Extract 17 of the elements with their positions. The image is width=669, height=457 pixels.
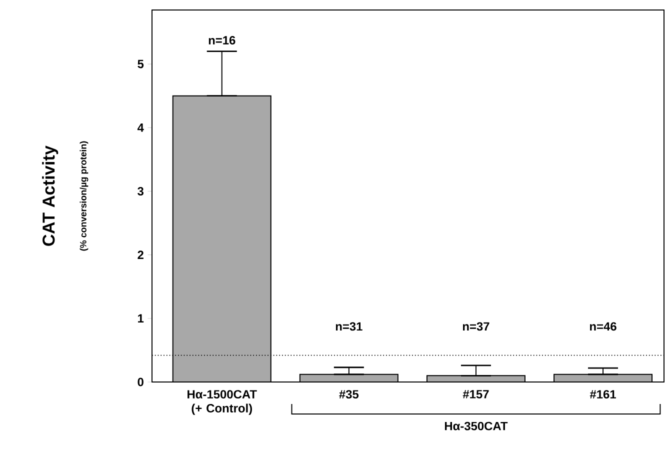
annotation: n=16 — [208, 36, 236, 45]
y-tick-label: 3 — [138, 186, 144, 196]
annotation: n=31 — [336, 322, 362, 331]
y-tick-label: 5 — [138, 60, 144, 68]
x-tick-label: #161 — [590, 390, 616, 399]
x-tick-label: #157 — [462, 390, 489, 398]
x-tick-label: Hα-1500CAT (+ Control) — [188, 390, 257, 415]
x-tick-label: #35 — [339, 390, 359, 399]
y-tick-label: 1 — [138, 314, 144, 323]
text: Hα-350CAT — [444, 422, 508, 430]
y-tick-label: 4 — [137, 124, 144, 132]
y-tick-label: 0 — [138, 378, 144, 386]
annotation: n=46 — [590, 322, 616, 331]
annotation: n=37 — [462, 322, 490, 331]
y-tick-label: 2 — [138, 250, 144, 259]
text: (% conversion/µg protein) — [80, 141, 88, 251]
y-axis-title: CAT Activity — [42, 146, 58, 246]
